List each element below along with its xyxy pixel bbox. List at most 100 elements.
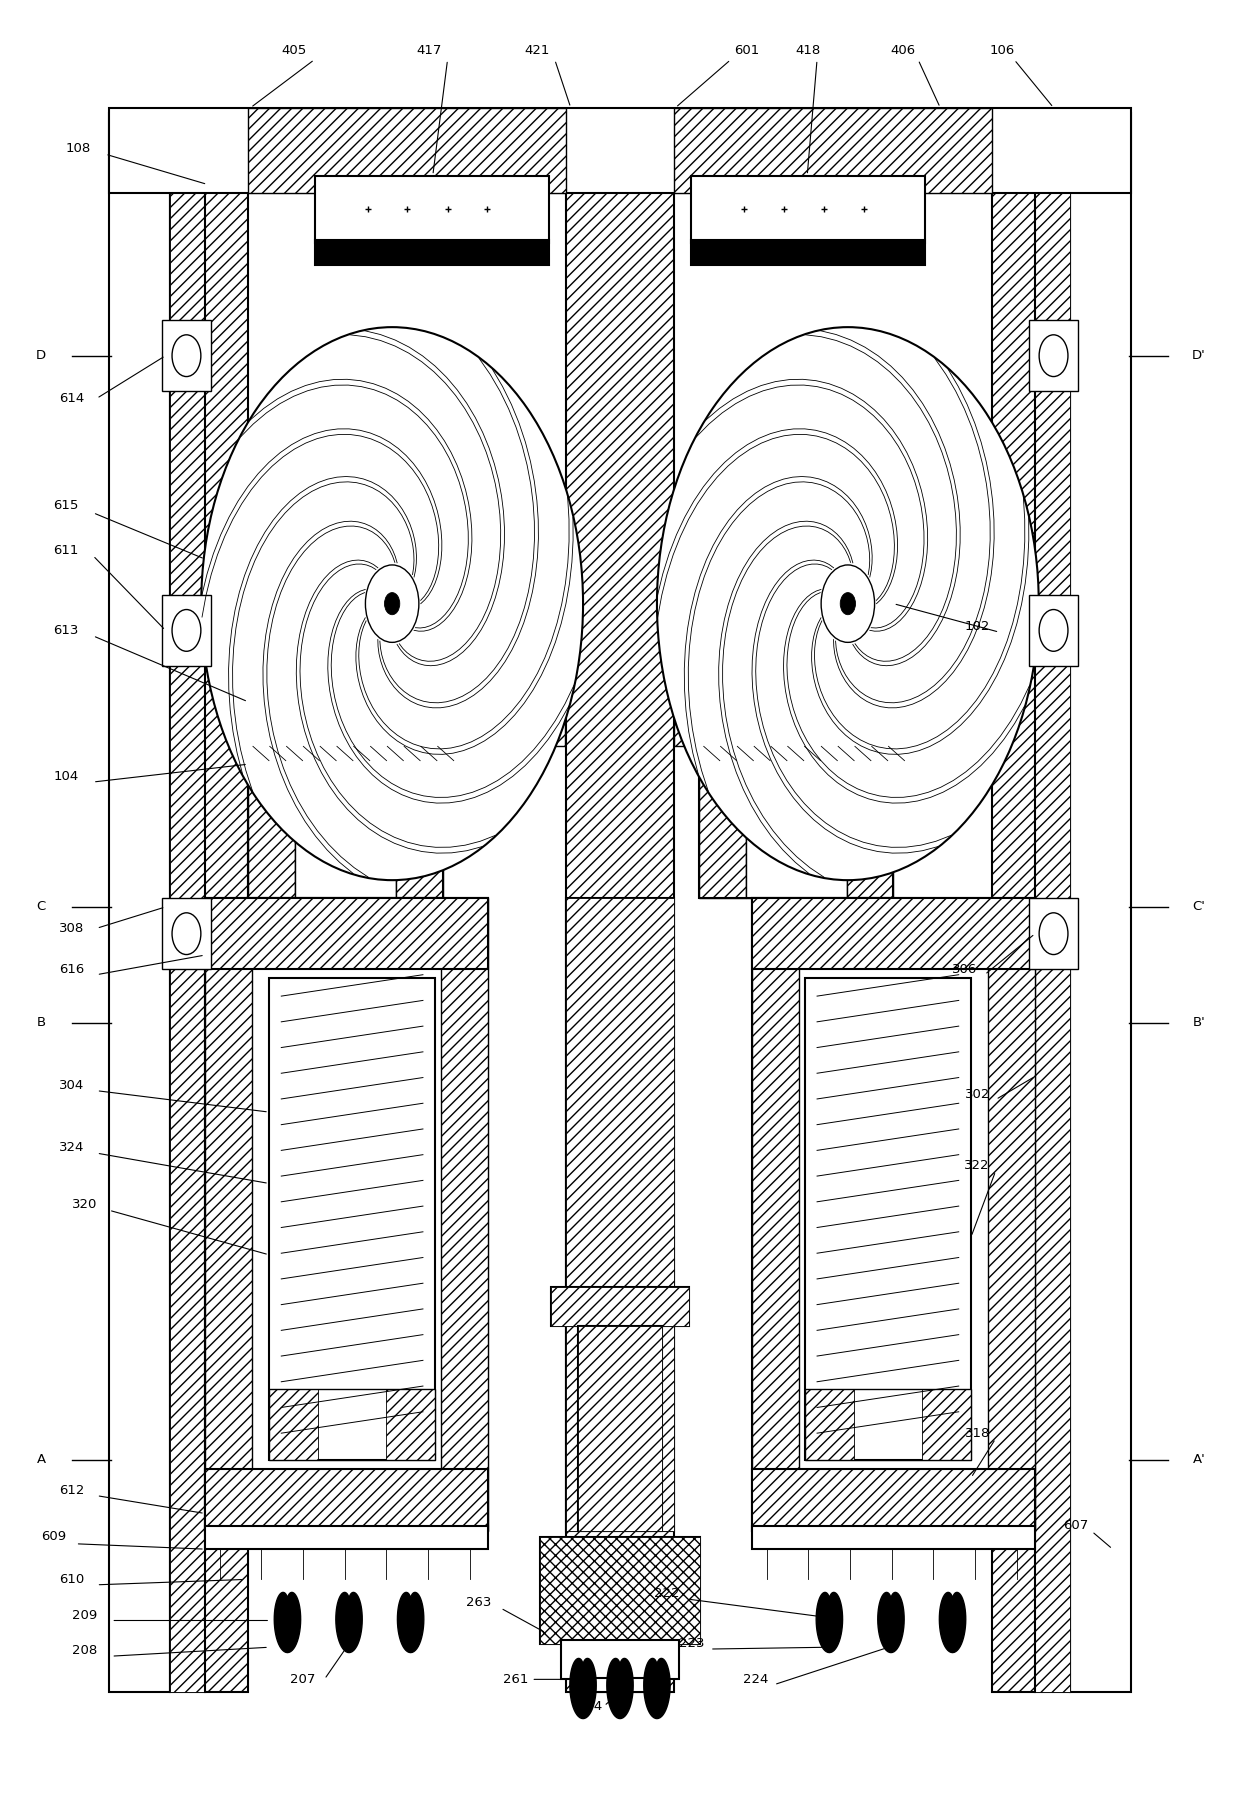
Circle shape (366, 566, 419, 643)
Bar (675, 702, 847, 747)
Text: C: C (36, 900, 46, 914)
Bar (847, 747, 894, 898)
Bar (248, 747, 443, 898)
Bar (992, 113, 1035, 1692)
Text: B': B' (1193, 1017, 1205, 1029)
Bar (205, 1469, 489, 1532)
Text: 324: 324 (60, 1140, 84, 1155)
Bar (575, 1677, 665, 1692)
Circle shape (384, 593, 399, 614)
Circle shape (1039, 912, 1068, 954)
Bar (205, 1469, 489, 1532)
Text: 613: 613 (53, 623, 78, 638)
Bar (441, 898, 489, 1532)
Bar (248, 747, 295, 898)
Bar (565, 113, 675, 1692)
Text: 104: 104 (53, 770, 78, 783)
Text: 208: 208 (72, 1645, 97, 1658)
Circle shape (657, 327, 1039, 880)
Polygon shape (606, 1658, 634, 1719)
Bar (699, 747, 745, 898)
Bar (205, 113, 248, 1692)
Bar (565, 113, 675, 1692)
Bar (205, 113, 248, 1692)
Bar (392, 702, 564, 747)
Bar (269, 1388, 435, 1460)
Text: 223: 223 (678, 1638, 704, 1651)
Text: 308: 308 (60, 921, 84, 936)
Bar (1070, 113, 1131, 1692)
Polygon shape (816, 1593, 843, 1652)
Bar (396, 747, 443, 898)
Text: 264: 264 (577, 1699, 601, 1713)
Bar (269, 1388, 319, 1460)
Text: 615: 615 (53, 499, 78, 512)
Bar (565, 898, 675, 1532)
Bar (392, 702, 564, 747)
Bar (162, 594, 211, 666)
Circle shape (172, 912, 201, 954)
Polygon shape (644, 1658, 670, 1719)
Bar (551, 1288, 689, 1325)
Text: 610: 610 (60, 1573, 84, 1586)
Bar (295, 747, 396, 898)
Text: 601: 601 (734, 45, 759, 57)
Bar (248, 108, 565, 194)
Text: 320: 320 (72, 1198, 97, 1211)
Polygon shape (274, 1593, 300, 1652)
Polygon shape (940, 1593, 966, 1652)
Text: 609: 609 (41, 1530, 66, 1543)
Bar (162, 898, 211, 970)
Text: 224: 224 (743, 1672, 768, 1686)
Bar (578, 1325, 662, 1532)
Bar (578, 1325, 662, 1532)
Bar (847, 702, 992, 747)
Bar (205, 898, 489, 970)
Bar (805, 1388, 971, 1460)
Bar (692, 239, 925, 264)
Text: 207: 207 (290, 1672, 315, 1686)
Text: B: B (36, 1017, 46, 1029)
Text: A: A (36, 1453, 46, 1467)
Bar (205, 1527, 489, 1550)
Bar (1029, 594, 1078, 666)
Bar (170, 113, 205, 1692)
Text: C': C' (1193, 900, 1205, 914)
Circle shape (172, 609, 201, 652)
Bar (988, 898, 1035, 1532)
Text: 322: 322 (965, 1158, 990, 1173)
Bar (248, 108, 565, 194)
Text: 614: 614 (60, 392, 84, 406)
Text: 607: 607 (1063, 1519, 1089, 1532)
Text: 306: 306 (952, 963, 977, 975)
Bar (386, 1388, 435, 1460)
Bar (205, 898, 252, 1532)
Bar (315, 176, 548, 242)
Bar (396, 747, 443, 898)
Bar (539, 1537, 701, 1643)
Bar (751, 898, 1035, 970)
Bar (699, 747, 894, 898)
Circle shape (201, 327, 583, 880)
Text: 263: 263 (466, 1597, 491, 1609)
Circle shape (172, 334, 201, 377)
Bar (921, 1388, 971, 1460)
Bar (805, 979, 971, 1460)
Text: A': A' (1193, 1453, 1205, 1467)
Polygon shape (570, 1658, 596, 1719)
Bar (565, 898, 675, 1532)
Text: 222: 222 (653, 1588, 680, 1600)
Bar (441, 898, 489, 1532)
Circle shape (1039, 334, 1068, 377)
Text: 318: 318 (965, 1426, 990, 1440)
Bar (751, 898, 1035, 1532)
Bar (675, 108, 992, 194)
Bar (692, 176, 925, 242)
Text: 302: 302 (965, 1088, 990, 1101)
Bar (1029, 898, 1078, 970)
Bar (170, 113, 205, 1692)
Bar (805, 1388, 854, 1460)
Text: 405: 405 (281, 45, 306, 57)
Bar (675, 702, 847, 747)
Text: 616: 616 (60, 963, 84, 975)
